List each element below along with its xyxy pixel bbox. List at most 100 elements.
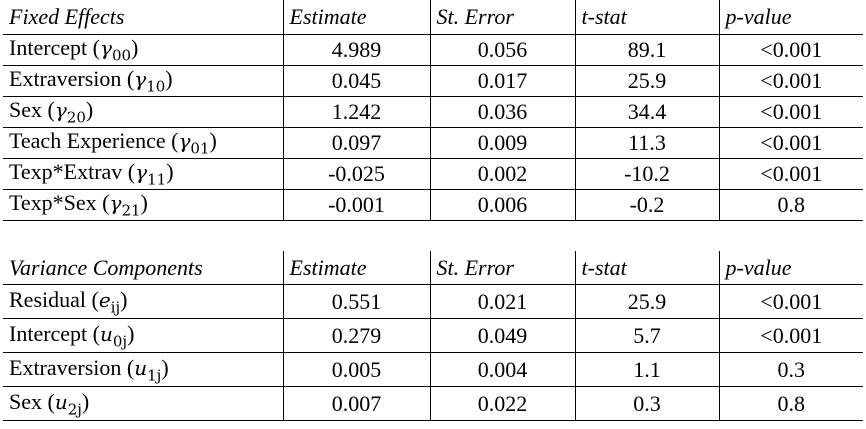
data-row: Sex (u2j) 0.007 0.022 0.3 0.8 [3, 386, 863, 421]
value-cell: -10.2 [574, 158, 719, 190]
label-subscript: 2j [67, 400, 82, 419]
row-label: Texp*Sex (γ21) [3, 189, 283, 221]
label-symbol: u [54, 389, 68, 414]
label-close: ) [127, 320, 135, 346]
label-subscript: 10 [146, 77, 166, 96]
data-row: Teach Experience (γ01) 0.097 0.009 11.3 <0.0… [3, 127, 863, 159]
header-row: Fixed Effects Estimate St. Error t-stat p-va… [3, 0, 863, 35]
row-label: Texp*Extrav (γ11) [3, 158, 283, 190]
label-close: ) [140, 190, 148, 216]
label-text: Sex ( [9, 97, 55, 123]
value-cell: <0.001 [718, 96, 863, 128]
value-cell: <0.001 [718, 284, 863, 319]
label-symbol: u [134, 355, 148, 380]
header-cell: p-value [718, 251, 863, 285]
data-row: Intercept (γ00) 4.989 0.056 89.1 <0.001 [3, 34, 863, 66]
table: Fixed Effects Estimate St. Error t-stat p-va… [3, 0, 863, 221]
value-cell: -0.2 [574, 189, 719, 221]
value-cell: 4.989 [282, 34, 430, 66]
value-cell: 0.036 [429, 96, 575, 128]
value-cell: 0.007 [282, 386, 430, 421]
value-cell: <0.001 [718, 127, 863, 159]
label-subscript: 11 [147, 170, 167, 189]
label-close: ) [85, 97, 94, 123]
row-label: Intercept (γ00) [3, 34, 283, 66]
label-symbol: γ [135, 160, 148, 185]
header-cell: t-stat [574, 251, 719, 285]
row-label: Residual (eij) [3, 284, 283, 319]
row-label: Intercept (u0j) [3, 318, 283, 353]
value-cell: 0.045 [282, 65, 430, 97]
header-row: Variance Components Estimate St. Error t-st… [3, 251, 863, 285]
label-symbol: γ [178, 129, 191, 154]
row-label: Sex (u2j) [3, 386, 283, 421]
label-symbol: u [100, 321, 113, 346]
value-cell: <0.001 [718, 65, 863, 97]
label-text: Residual ( [9, 286, 99, 312]
label-symbol: γ [100, 36, 112, 61]
value-cell: -0.025 [282, 158, 430, 190]
value-cell: 1.242 [282, 96, 430, 128]
label-subscript: 01 [190, 139, 210, 158]
value-cell: 34.4 [574, 96, 719, 128]
value-cell: 0.551 [282, 284, 430, 319]
header-cell: p-value [718, 0, 863, 35]
value-cell: 89.1 [574, 34, 719, 66]
value-cell: <0.001 [718, 318, 863, 353]
value-cell: 11.3 [574, 127, 719, 159]
value-cell: 0.005 [282, 352, 430, 387]
label-subscript: ij [110, 298, 121, 317]
data-row: Sex (γ20) 1.242 0.036 34.4 <0.001 [3, 96, 863, 128]
data-row: Extraversion (γ10) 0.045 0.017 25.9 <0.001 [3, 65, 863, 97]
value-cell: 0.002 [429, 158, 575, 190]
row-label: Sex (γ20) [3, 96, 283, 128]
label-text: Sex ( [9, 388, 55, 414]
value-cell: 0.8 [718, 386, 863, 421]
label-symbol: e [98, 287, 111, 312]
value-cell: 25.9 [574, 284, 719, 319]
label-symbol: γ [134, 67, 147, 92]
value-cell: 0.021 [429, 284, 575, 319]
value-cell: 0.006 [429, 189, 575, 221]
value-cell: 0.097 [282, 127, 430, 159]
table-body: Variance Components Estimate St. Error t-st… [3, 251, 863, 421]
label-subscript: 20 [66, 108, 86, 127]
table: Variance Components Estimate St. Error t-st… [3, 251, 863, 421]
label-text: Intercept ( [9, 320, 100, 346]
label-text: Extraversion ( [9, 66, 135, 92]
label-close: ) [81, 388, 90, 414]
label-text: Texp*Extrav ( [9, 159, 136, 185]
header-cell: t-stat [574, 0, 719, 35]
label-close: ) [166, 159, 174, 185]
label-close: ) [120, 286, 128, 312]
label-close: ) [131, 35, 139, 61]
label-text: Intercept ( [9, 35, 100, 61]
value-cell: 0.049 [429, 318, 575, 353]
label-subscript: 21 [121, 201, 141, 220]
value-cell: <0.001 [718, 158, 863, 190]
value-cell: 0.279 [282, 318, 430, 353]
value-cell: 1.1 [574, 352, 719, 387]
data-row: Texp*Sex (γ21) -0.001 0.006 -0.2 0.8 [3, 189, 863, 221]
table-body: Fixed Effects Estimate St. Error t-stat p-va… [3, 0, 863, 221]
label-close: ) [209, 128, 217, 154]
value-cell: 0.017 [429, 65, 575, 97]
label-text: Extraversion ( [9, 354, 135, 380]
value-cell: 25.9 [574, 65, 719, 97]
header-cell: St. Error [429, 251, 575, 285]
value-cell: 0.3 [574, 386, 719, 421]
value-cell: <0.001 [718, 34, 863, 66]
data-row: Residual (eij) 0.551 0.021 25.9 <0.001 [3, 284, 863, 319]
value-cell: 0.056 [429, 34, 575, 66]
header-cell: Estimate [282, 251, 430, 285]
value-cell: 0.004 [429, 352, 575, 387]
label-subscript: 1j [147, 366, 162, 385]
value-cell: 0.8 [718, 189, 863, 221]
value-cell: 0.022 [429, 386, 575, 421]
value-cell: -0.001 [282, 189, 430, 221]
row-label: Extraversion (γ10) [3, 65, 283, 97]
value-cell: 5.7 [574, 318, 719, 353]
label-text: Teach Experience ( [9, 128, 179, 154]
